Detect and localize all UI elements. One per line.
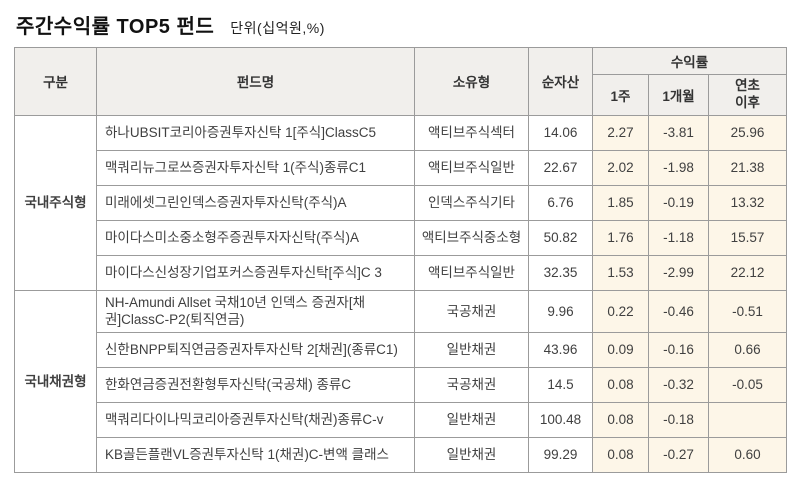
title-row: 주간수익률 TOP5 펀드 단위(십억원,%) <box>16 10 786 39</box>
col-header-ytd: 연초이후 <box>707 74 788 116</box>
sub-type-cell: 일반채권 <box>414 401 529 438</box>
sub-type-cell: 일반채권 <box>414 436 529 473</box>
return-1month-cell: -3.81 <box>648 114 709 151</box>
return-1month-cell: -0.19 <box>648 184 709 221</box>
page-title: 주간수익률 TOP5 펀드 <box>16 16 215 38</box>
return-ytd-cell: -0.51 <box>707 289 788 333</box>
table-row: 국내채권형 NH-Amundi Allset 국채10년 인덱스 증권자[채권]C… <box>14 289 788 473</box>
table-row: 한화연금증권전환형투자신탁(국공채) 종류C 국공채권 14.5 0.08 -0.32-… <box>15 366 788 403</box>
sub-type-cell: 국공채권 <box>414 366 529 403</box>
return-ytd-cell: 21.38 <box>707 149 788 186</box>
return-1week-cell: 0.08 <box>592 401 649 438</box>
table-row: 미래에셋그린인덱스증권자투자신탁(주식)A 인덱스주식기타 6.76 1.85 -0.1… <box>15 184 788 221</box>
return-1month-cell: -0.32 <box>648 366 709 403</box>
table-row: 마이다스미소중소형주증권투자자신탁(주식)A 액티브주식중소형 50.82 1.76-… <box>15 219 788 256</box>
fund-name-cell: 한화연금증권전환형투자신탁(국공채) 종류C <box>96 366 415 403</box>
sub-type-cell: 국공채권 <box>414 289 529 333</box>
fund-name-cell: 맥쿼리뉴그로쓰증권자투자신탁 1(주식)종류C1 <box>96 149 415 186</box>
category-cell: 국내주식형 <box>14 114 97 291</box>
col-header-returns: 수익률 <box>591 47 788 75</box>
return-1week-cell: 1.53 <box>592 254 649 291</box>
table-row: 신한BNPP퇴직연금증권자투자신탁 2[채권](종류C1) 일반채권 43.96 0.… <box>15 331 788 368</box>
sub-type-cell: 인덱스주식기타 <box>414 184 529 221</box>
return-ytd-cell <box>707 401 788 438</box>
fund-name-cell: KB골든플랜VL증권투자신탁 1(채권)C-변액 클래스 <box>96 436 415 473</box>
return-ytd-cell: 25.96 <box>707 114 788 151</box>
net-assets-cell: 99.29 <box>528 436 593 473</box>
return-ytd-cell: -0.05 <box>707 366 788 403</box>
sub-type-cell: 액티브주식중소형 <box>414 219 529 256</box>
fund-name-cell: NH-Amundi Allset 국채10년 인덱스 증권자[채권]ClassC… <box>96 289 415 333</box>
return-ytd-cell: 0.66 <box>707 331 788 368</box>
header-row-sub: 1주 1개월 연초이후 <box>15 74 788 116</box>
return-1week-cell: 1.85 <box>592 184 649 221</box>
return-1week-cell: 0.22 <box>592 289 649 333</box>
net-assets-cell: 14.06 <box>528 114 593 151</box>
col-header-month1: 1개월 <box>648 74 709 116</box>
return-1week-cell: 2.02 <box>592 149 649 186</box>
return-ytd-cell: 13.32 <box>707 184 788 221</box>
table-row: 맥쿼리다이나믹코리아증권투자신탁(채권)종류C-v 일반채권 100.48 0.08-… <box>15 401 788 438</box>
table-row: 맥쿼리뉴그로쓰증권자투자신탁 1(주식)종류C1 액티브주식일반 22.67 2.02… <box>15 149 788 186</box>
col-header-net-assets: 순자산 <box>528 47 593 116</box>
return-ytd-cell: 0.60 <box>707 436 788 473</box>
col-header-fund-name: 펀드명 <box>96 47 415 116</box>
return-1month-cell: -2.99 <box>648 254 709 291</box>
sub-type-cell: 일반채권 <box>414 331 529 368</box>
return-1month-cell: -1.98 <box>648 149 709 186</box>
return-1week-cell: 1.76 <box>592 219 649 256</box>
sub-type-cell: 액티브주식섹터 <box>414 114 529 151</box>
col-header-ytd-label: 연초이후 <box>735 78 760 110</box>
fund-name-cell: 신한BNPP퇴직연금증권자투자신탁 2[채권](종류C1) <box>96 331 415 368</box>
net-assets-cell: 9.96 <box>528 289 593 333</box>
category-cell: 국내채권형 <box>14 289 97 473</box>
sub-type-cell: 액티브주식일반 <box>414 149 529 186</box>
net-assets-cell: 22.67 <box>528 149 593 186</box>
return-1week-cell: 0.08 <box>592 366 649 403</box>
return-1month-cell: -0.16 <box>648 331 709 368</box>
return-ytd-cell: 15.57 <box>707 219 788 256</box>
return-1week-cell: 0.09 <box>592 331 649 368</box>
col-header-sub-type: 소유형 <box>414 47 529 116</box>
return-ytd-cell: 22.12 <box>707 254 788 291</box>
return-1month-cell: -0.18 <box>648 401 709 438</box>
net-assets-cell: 43.96 <box>528 331 593 368</box>
net-assets-cell: 100.48 <box>528 401 593 438</box>
col-header-category: 구분 <box>14 47 97 116</box>
net-assets-cell: 6.76 <box>528 184 593 221</box>
net-assets-cell: 32.35 <box>528 254 593 291</box>
table-row: 국내주식형 하나UBSIT코리아증권투자신탁 1[주식]ClassC5 액티브주식섹… <box>14 114 788 291</box>
fund-table: 구분 펀드명 소유형 순자산 수익률 1주 1개월 연초이후 국내주식형 하나UB… <box>14 47 788 473</box>
fund-name-cell: 마이다스미소중소형주증권투자자신탁(주식)A <box>96 219 415 256</box>
col-header-week1: 1주 <box>592 74 649 116</box>
net-assets-cell: 50.82 <box>528 219 593 256</box>
fund-name-cell: 마이다스신성장기업포커스증권투자신탁[주식]C 3 <box>96 254 415 291</box>
header-row-top: 구분 펀드명 소유형 순자산 수익률 <box>14 47 788 116</box>
return-1month-cell: -0.27 <box>648 436 709 473</box>
fund-name-cell: 하나UBSIT코리아증권투자신탁 1[주식]ClassC5 <box>96 114 415 151</box>
return-1month-cell: -0.46 <box>648 289 709 333</box>
sub-type-cell: 액티브주식일반 <box>414 254 529 291</box>
table-body: 국내주식형 하나UBSIT코리아증권투자신탁 1[주식]ClassC5 액티브주식섹… <box>14 114 788 473</box>
table-row: 마이다스신성장기업포커스증권투자신탁[주식]C 3 액티브주식일반 32.35 1.5… <box>15 254 788 291</box>
table-row: KB골든플랜VL증권투자신탁 1(채권)C-변액 클래스 일반채권 99.29 0.0… <box>15 436 788 473</box>
return-1week-cell: 0.08 <box>592 436 649 473</box>
return-1month-cell: -1.18 <box>648 219 709 256</box>
return-1week-cell: 2.27 <box>592 114 649 151</box>
fund-name-cell: 미래에셋그린인덱스증권자투자신탁(주식)A <box>96 184 415 221</box>
net-assets-cell: 14.5 <box>528 366 593 403</box>
unit-label: 단위(십억원,%) <box>230 20 325 36</box>
fund-name-cell: 맥쿼리다이나믹코리아증권투자신탁(채권)종류C-v <box>96 401 415 438</box>
